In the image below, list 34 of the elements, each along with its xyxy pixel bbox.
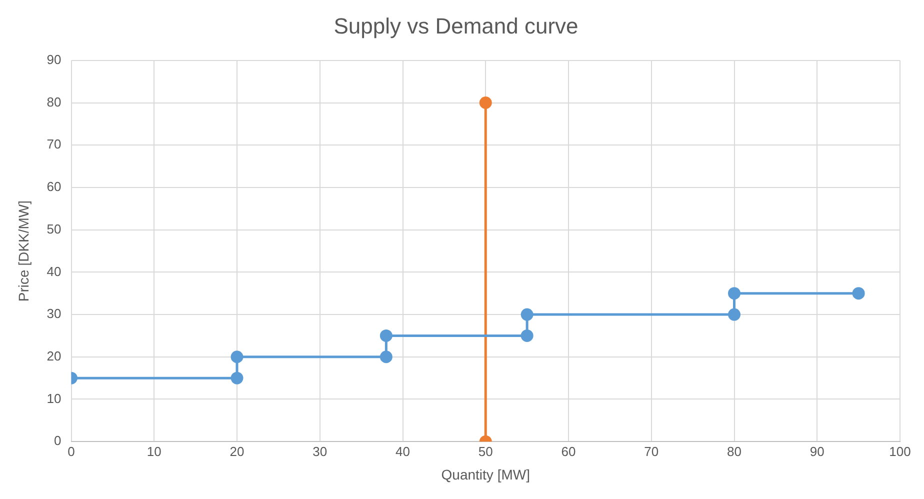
x-tick-label: 0 xyxy=(68,444,75,459)
x-tick-label: 50 xyxy=(478,444,493,459)
y-tick-label: 0 xyxy=(54,433,62,448)
point xyxy=(380,329,392,342)
y-tick-label: 80 xyxy=(46,94,62,110)
x-tick-label: 80 xyxy=(727,444,742,459)
y-tick-label: 50 xyxy=(46,221,62,236)
point xyxy=(520,329,534,342)
x-tick-label: 20 xyxy=(230,444,244,459)
x-tick-label: 100 xyxy=(889,444,911,459)
point xyxy=(230,350,244,364)
x-axis-title: Quantity [MW] xyxy=(441,466,530,482)
y-axis-title: Price [DKK/MW] xyxy=(15,200,32,302)
point xyxy=(479,96,492,110)
y-tick-label: 20 xyxy=(46,348,62,364)
point xyxy=(852,287,865,300)
y-tick-label: 60 xyxy=(46,179,62,194)
x-tick-label: 10 xyxy=(146,444,162,459)
point xyxy=(728,287,740,300)
x-tick-label: 30 xyxy=(312,444,328,459)
y-tick-label: 40 xyxy=(46,264,62,279)
chart-title: Supply vs Demand curve xyxy=(334,13,578,38)
point xyxy=(520,308,534,321)
x-tick-label: 60 xyxy=(561,444,576,459)
y-tick-label: 90 xyxy=(46,52,62,67)
point xyxy=(230,372,244,384)
y-tick-label: 70 xyxy=(46,136,62,152)
point xyxy=(728,308,740,321)
y-tick-label: 30 xyxy=(46,306,62,322)
x-tick-label: 40 xyxy=(396,444,410,459)
x-tick-label: 70 xyxy=(644,444,659,459)
x-tick-label: 90 xyxy=(810,444,824,459)
point xyxy=(380,350,392,364)
y-tick-label: 10 xyxy=(46,390,62,406)
